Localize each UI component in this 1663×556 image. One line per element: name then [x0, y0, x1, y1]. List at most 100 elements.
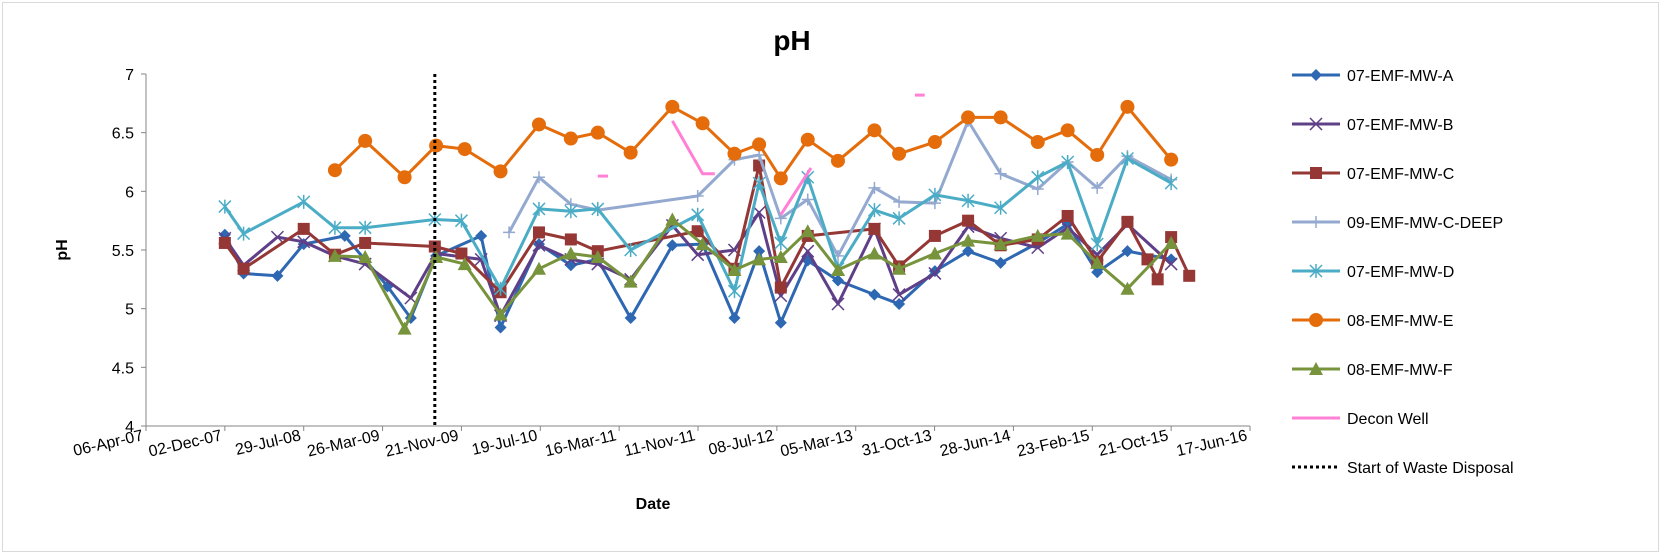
x-tick-label: 29-Jul-08	[234, 427, 303, 459]
data-point	[728, 312, 741, 325]
data-point	[695, 237, 710, 251]
data-point	[928, 266, 942, 280]
data-point	[868, 288, 881, 301]
data-point	[1151, 273, 1164, 286]
series-line	[223, 157, 1172, 293]
data-point	[532, 226, 545, 239]
series-08-emf-mw-f	[327, 212, 1179, 335]
data-point	[691, 207, 705, 222]
legend-item: 08-EMF-MW-E	[1292, 313, 1453, 330]
legend-label: 07-EMF-MW-C	[1347, 166, 1454, 183]
data-point	[428, 240, 441, 253]
data-point	[1141, 253, 1154, 266]
data-point	[1090, 147, 1105, 162]
data-point	[1060, 226, 1075, 240]
data-point	[532, 201, 546, 216]
data-point	[892, 146, 907, 161]
x-tick-label: 17-Jun-16	[1175, 427, 1249, 460]
data-point	[691, 248, 705, 262]
legend-item: 07-EMF-MW-A	[1292, 68, 1454, 85]
data-point	[237, 226, 251, 241]
data-point	[591, 201, 605, 216]
data-point	[218, 199, 232, 214]
data-point	[867, 246, 882, 260]
data-point	[830, 262, 845, 276]
data-point	[961, 233, 976, 247]
legend-item: Start of Waste Disposal	[1292, 460, 1514, 477]
series-08-emf-mw-e	[327, 99, 1179, 186]
data-point	[831, 274, 844, 287]
data-point	[338, 229, 351, 242]
series-07-emf-mw-b	[218, 205, 1178, 323]
data-point	[1121, 245, 1134, 258]
data-point	[1121, 215, 1134, 228]
data-point	[994, 167, 1007, 180]
series-line	[779, 167, 813, 216]
data-point	[297, 194, 311, 209]
data-point	[773, 250, 788, 264]
data-point	[563, 131, 578, 146]
data-point	[623, 274, 638, 288]
data-point	[327, 163, 342, 178]
data-point	[753, 245, 766, 258]
data-point	[830, 153, 845, 168]
data-point	[1309, 362, 1323, 375]
data-point	[494, 321, 507, 334]
x-axis-title: Date	[636, 496, 671, 513]
data-point	[800, 224, 815, 238]
legend-item: 08-EMF-MW-F	[1292, 362, 1453, 379]
data-point	[475, 229, 488, 242]
legend-item: 07-EMF-MW-C	[1292, 166, 1454, 183]
legend-label: 07-EMF-MW-A	[1347, 68, 1454, 85]
data-point	[727, 262, 742, 276]
data-point	[590, 250, 605, 264]
data-point	[961, 193, 975, 208]
data-point	[359, 236, 372, 249]
data-point	[1060, 123, 1075, 138]
data-point	[1183, 269, 1196, 282]
data-point	[868, 181, 881, 194]
data-point	[1120, 99, 1135, 114]
data-point	[397, 321, 412, 335]
data-point	[457, 257, 472, 271]
data-point	[1061, 209, 1074, 222]
data-point	[358, 250, 373, 264]
data-point	[1031, 182, 1044, 195]
legend-item: 07-EMF-MW-D	[1292, 264, 1454, 281]
data-point	[665, 99, 680, 114]
data-point	[774, 316, 787, 329]
data-point	[1091, 181, 1104, 194]
data-point	[868, 222, 881, 235]
data-point	[531, 117, 546, 132]
legend-label: 09-EMF-MW-C-DEEP	[1347, 215, 1503, 232]
data-point	[429, 138, 444, 153]
data-point	[270, 230, 284, 244]
y-tick-label: 5	[125, 302, 134, 319]
x-tick-label: 08-Jul-12	[707, 427, 776, 459]
data-point	[773, 171, 788, 186]
data-point	[1120, 281, 1135, 295]
data-point	[774, 281, 787, 294]
x-tick-label: 16-Mar-11	[543, 427, 618, 460]
data-point	[1310, 69, 1322, 81]
y-tick-label: 7	[125, 67, 134, 84]
data-point	[1309, 313, 1323, 327]
data-point	[801, 193, 814, 206]
data-point	[727, 284, 742, 299]
data-point	[892, 288, 906, 302]
data-point	[218, 236, 231, 249]
data-point	[358, 133, 373, 148]
data-point	[691, 225, 704, 238]
data-point	[590, 125, 605, 140]
data-point	[927, 246, 942, 260]
legend-label: 07-EMF-MW-B	[1347, 117, 1453, 134]
x-tick-label: 06-Apr-07	[72, 427, 145, 460]
chart-title: pH	[773, 25, 810, 56]
data-point	[1120, 151, 1134, 166]
data-point	[928, 187, 942, 202]
data-point	[624, 312, 637, 325]
plot-area	[218, 74, 1196, 426]
data-point	[893, 195, 906, 208]
data-point	[691, 190, 704, 203]
x-tick-label: 05-Mar-13	[779, 427, 855, 460]
